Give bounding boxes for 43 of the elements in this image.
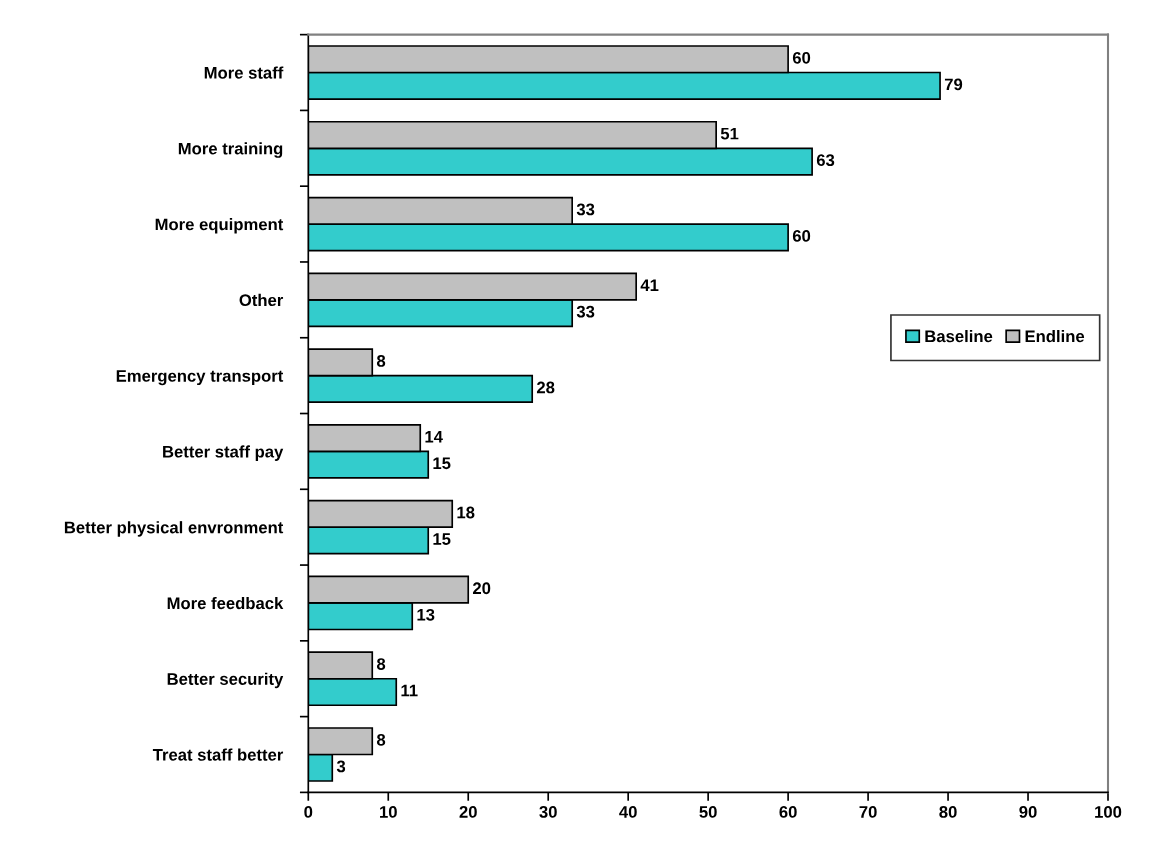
x-tick-label: 30 [539, 806, 557, 818]
data-label: 51 [720, 127, 739, 140]
data-label: 18 [457, 506, 475, 519]
data-label: 8 [376, 733, 386, 746]
x-tick-label: 40 [619, 806, 637, 818]
y-tick-label: Better physical envronment [64, 521, 284, 537]
y-tick-label: More staff [204, 66, 284, 79]
data-label: 20 [472, 582, 491, 595]
y-tick-label: More equipment [155, 218, 284, 234]
y-tick-label: Better security [167, 672, 284, 689]
x-tick-label: 20 [459, 806, 477, 818]
legend-label: Baseline [925, 329, 993, 343]
data-label: 3 [336, 760, 346, 773]
data-label: 60 [792, 51, 811, 64]
x-tick-label: 90 [1019, 806, 1037, 818]
x-tick-label: 50 [699, 806, 717, 818]
data-label: 15 [433, 457, 451, 470]
x-tick-label: 10 [380, 806, 397, 818]
y-tick-label: More feedback [167, 596, 284, 610]
y-tick-label: Other [239, 293, 284, 307]
x-tick-label: 80 [939, 806, 957, 818]
legend-label: Endline [1025, 329, 1085, 343]
y-tick-label: Emergency transport [116, 370, 284, 386]
data-label: 79 [944, 78, 963, 91]
x-tick-label: 70 [859, 806, 877, 818]
data-label: 14 [425, 430, 443, 443]
data-label: 28 [536, 381, 555, 394]
data-label: 13 [417, 608, 435, 621]
data-label: 63 [816, 154, 835, 167]
x-tick-label: 60 [779, 806, 797, 818]
y-tick-label: Better staff pay [163, 445, 284, 461]
data-label: 33 [576, 305, 595, 318]
data-label: 8 [376, 658, 386, 670]
y-tick-label: Treat staff better [152, 748, 284, 761]
data-label: 15 [433, 533, 451, 545]
data-label: 33 [576, 203, 595, 216]
data-label: 41 [640, 279, 659, 291]
x-tick-label: 100 [1095, 806, 1122, 818]
data-label: 8 [376, 355, 386, 367]
y-tick-label: More training [178, 142, 283, 158]
data-label: 11 [401, 684, 418, 697]
x-tick-label: 0 [304, 806, 313, 818]
data-label: 60 [792, 230, 811, 242]
